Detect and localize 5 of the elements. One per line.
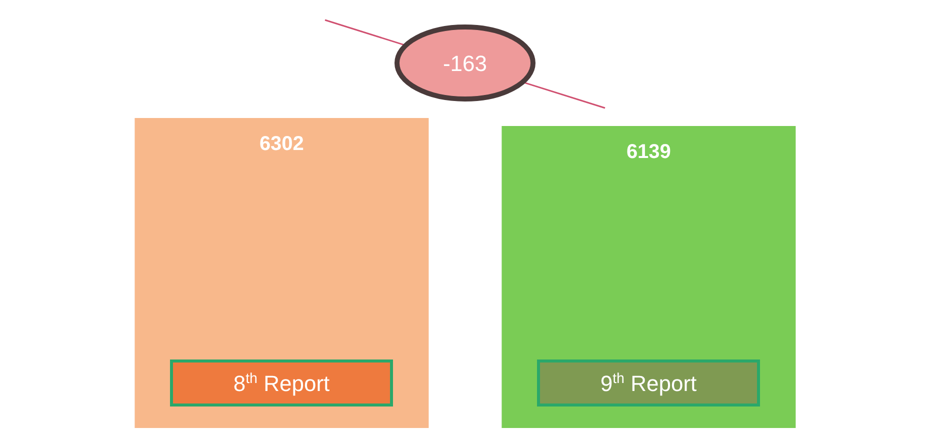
data-label: 6302 (259, 133, 304, 156)
data-label: 6139 (626, 141, 671, 164)
x-tick-label: 9$^{th}$ Report (600, 371, 697, 396)
text: -163 (442, 51, 488, 76)
x-tick-label: 8$^{th}$ Report (233, 371, 330, 396)
